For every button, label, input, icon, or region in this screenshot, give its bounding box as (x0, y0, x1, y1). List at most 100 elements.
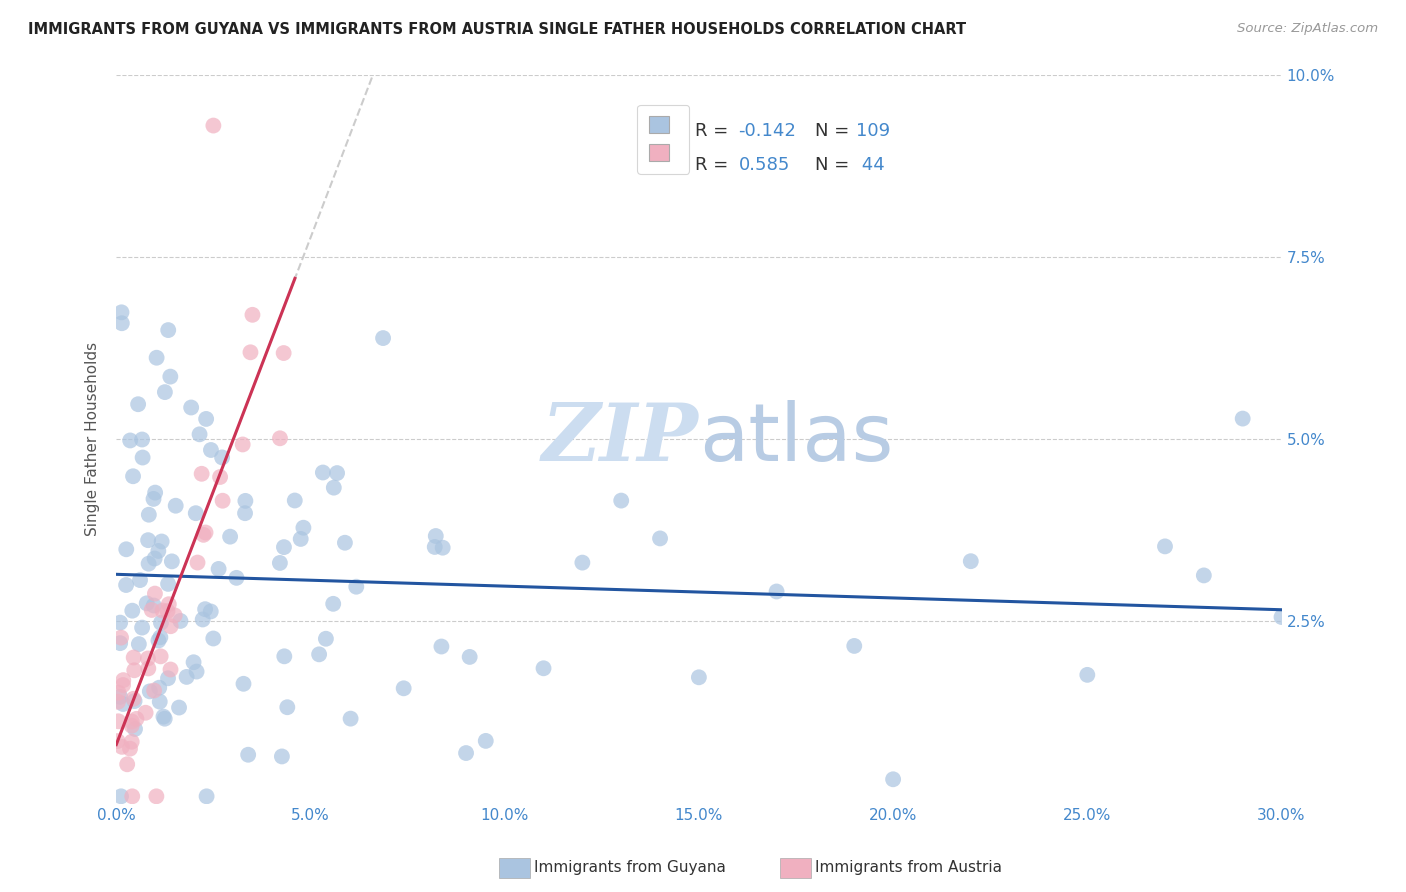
Point (339, 712, 361, 726)
Point (121, 735, 143, 749)
Point (149, 630, 172, 644)
Point (1076, 668, 1098, 682)
Point (107, 695, 129, 709)
Point (184, 506, 207, 520)
Point (200, 442, 222, 457)
Point (136, 651, 159, 665)
Point (270, 749, 292, 764)
Point (112, 673, 135, 687)
Point (148, 544, 170, 558)
Point (115, 542, 138, 557)
Text: Immigrants from Guyana: Immigrants from Guyana (534, 860, 725, 874)
Point (138, 557, 160, 571)
Point (235, 494, 257, 508)
Point (148, 633, 170, 648)
Point (533, 661, 555, 675)
Point (157, 577, 180, 591)
Text: N =: N = (815, 156, 855, 174)
Point (157, 597, 180, 611)
Point (115, 757, 138, 772)
Point (322, 597, 344, 611)
Point (1270, 610, 1292, 624)
Text: 109: 109 (856, 122, 890, 140)
Point (688, 670, 710, 684)
Point (118, 741, 141, 756)
Point (194, 525, 217, 540)
Point (124, 694, 146, 708)
Point (131, 450, 153, 465)
Point (290, 532, 312, 546)
Point (312, 466, 335, 480)
Point (273, 346, 295, 360)
Point (143, 586, 166, 600)
Point (209, 470, 232, 484)
Point (142, 599, 165, 613)
Point (107, 686, 129, 700)
Point (108, 636, 131, 650)
Y-axis label: Single Father Households: Single Father Households (86, 342, 100, 536)
Point (159, 369, 181, 384)
Point (150, 534, 173, 549)
Point (160, 554, 183, 568)
Point (152, 709, 174, 723)
Point (136, 661, 159, 675)
Point (1232, 411, 1254, 425)
Point (167, 700, 190, 714)
Point (169, 614, 191, 628)
Point (273, 649, 295, 664)
Text: Source: ZipAtlas.com: Source: ZipAtlas.com (1237, 22, 1378, 36)
Point (207, 562, 229, 576)
Point (186, 556, 208, 570)
Point (110, 631, 132, 645)
Point (225, 571, 247, 585)
Point (211, 450, 233, 465)
Point (112, 678, 135, 692)
Text: IMMIGRANTS FROM GUYANA VS IMMIGRANTS FROM AUSTRIA SINGLE FATHER HOUSEHOLDS CORRE: IMMIGRANTS FROM GUYANA VS IMMIGRANTS FRO… (28, 22, 966, 37)
Text: Immigrants from Austria: Immigrants from Austria (815, 860, 1002, 874)
Point (273, 540, 295, 554)
Point (610, 493, 633, 508)
Point (108, 690, 131, 704)
Point (765, 584, 787, 599)
Point (163, 608, 186, 623)
Point (143, 485, 166, 500)
Point (195, 789, 218, 804)
Point (844, 639, 866, 653)
Point (1192, 568, 1215, 582)
Point (112, 697, 135, 711)
Point (159, 619, 181, 633)
Text: R =: R = (696, 122, 734, 140)
Point (127, 397, 149, 411)
Point (107, 714, 129, 729)
Point (156, 671, 179, 685)
Point (233, 506, 256, 520)
Point (284, 493, 307, 508)
Point (111, 316, 134, 330)
Point (474, 734, 496, 748)
Point (315, 632, 337, 646)
Point (149, 615, 172, 630)
Point (157, 323, 180, 337)
Point (165, 499, 187, 513)
Point (139, 684, 162, 698)
Point (143, 551, 166, 566)
Point (219, 530, 242, 544)
Point (124, 722, 146, 736)
Point (153, 712, 176, 726)
Point (269, 556, 291, 570)
Point (191, 612, 214, 626)
Point (145, 789, 167, 804)
Point (371, 331, 394, 345)
Point (432, 541, 454, 555)
Point (131, 433, 153, 447)
Point (1154, 540, 1177, 554)
Text: 44: 44 (856, 156, 884, 174)
Point (211, 493, 233, 508)
Text: ZIP: ZIP (543, 401, 699, 478)
Point (156, 604, 179, 618)
Point (121, 714, 143, 729)
Point (430, 640, 453, 654)
Point (458, 649, 481, 664)
Point (195, 412, 218, 426)
Point (121, 604, 143, 618)
